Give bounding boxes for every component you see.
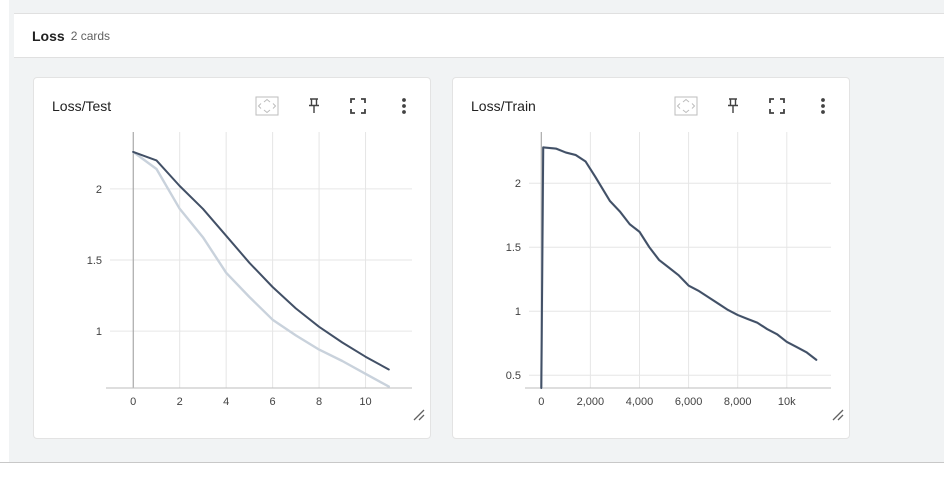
card-loss-test: Loss/Test 1 1.5 2 0 2 4 6 8 10 [33, 77, 431, 439]
x-tick-label: 0 [130, 396, 136, 408]
x-tick-label: 10 [359, 396, 371, 408]
fullscreen-button[interactable] [764, 94, 790, 118]
y-tick-label: 1 [96, 326, 102, 338]
fullscreen-icon [769, 98, 785, 114]
pin-icon [309, 98, 319, 113]
fit-domain-icon [255, 96, 279, 116]
group-card-count: 2 cards [70, 28, 111, 43]
line-chart[interactable]: 0.5 1 1.5 2 0 2,000 4,000 6,000 8,000 10k [453, 78, 851, 440]
fit-domain-icon [674, 96, 698, 116]
group-title: Loss [32, 27, 65, 44]
y-tick-label: 2 [515, 178, 521, 190]
card-title: Loss/Test [52, 98, 112, 114]
pin-button[interactable] [720, 94, 746, 118]
x-tick-label: 2,000 [577, 396, 605, 408]
x-tick-label: 6,000 [675, 396, 703, 408]
x-tick-label: 8,000 [724, 396, 752, 408]
series-line [540, 146, 818, 389]
more-vert-icon [402, 98, 406, 114]
fit-domain-button[interactable] [254, 94, 280, 118]
fit-domain-button[interactable] [673, 94, 699, 118]
more-options-button[interactable] [810, 94, 836, 118]
axis-resize-icon [832, 409, 844, 421]
bottom-bar [0, 462, 944, 477]
y-tick-label: 0.5 [506, 370, 521, 382]
pin-icon [728, 98, 738, 113]
x-tick-label: 10k [778, 396, 796, 408]
y-tick-label: 1.5 [87, 255, 102, 267]
series-line [132, 150, 390, 371]
fullscreen-button[interactable] [345, 94, 371, 118]
card-group-header[interactable]: Loss 2 cards [14, 13, 944, 58]
axis-resize-icon [413, 409, 425, 421]
x-tick-label: 8 [316, 396, 322, 408]
card-title: Loss/Train [471, 98, 536, 114]
x-tick-label: 6 [270, 396, 276, 408]
x-tick-label: 0 [538, 396, 544, 408]
y-tick-label: 1.5 [506, 242, 521, 254]
y-tick-label: 2 [96, 184, 102, 196]
card-loss-train: Loss/Train 0.5 1 1.5 2 0 2,000 4,000 6,000 8,000… [452, 77, 850, 439]
y-tick-label: 1 [515, 306, 521, 318]
series-line [131, 150, 390, 388]
pin-button[interactable] [301, 94, 327, 118]
x-tick-label: 4,000 [626, 396, 654, 408]
more-options-button[interactable] [391, 94, 417, 118]
left-strip [0, 0, 9, 462]
fullscreen-icon [350, 98, 366, 114]
more-vert-icon [821, 98, 825, 114]
line-chart[interactable]: 1 1.5 2 0 2 4 6 8 10 [34, 78, 432, 440]
x-tick-label: 2 [177, 396, 183, 408]
x-tick-label: 4 [223, 396, 229, 408]
